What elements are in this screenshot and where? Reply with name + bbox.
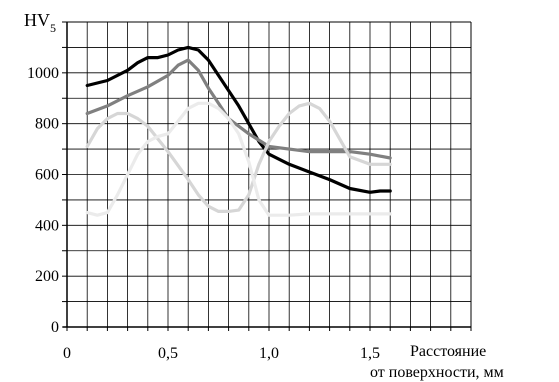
y-axis-label-subscript: 5 (50, 21, 56, 35)
x-tick-label: 1,5 (360, 345, 380, 362)
y-tick-label: 0 (51, 319, 59, 336)
x-tick-label: 0,5 (158, 345, 178, 362)
series-line-4 (85, 101, 392, 217)
y-tick-label: 600 (35, 167, 59, 184)
series-line-1 (85, 45, 392, 194)
y-tick-label: 200 (35, 268, 59, 285)
series-line-2 (85, 58, 392, 160)
x-tick-label: 0 (63, 345, 71, 362)
series-layer (85, 45, 392, 217)
y-axis-label: HV5 (24, 10, 56, 35)
series-line-3 (85, 101, 392, 213)
x-axis-label-line1: Расстояние (410, 343, 486, 360)
y-axis-label-main: HV (24, 10, 50, 30)
x-tick-label: 1,0 (259, 345, 279, 362)
y-tick-label: 1000 (27, 65, 59, 82)
grid (67, 21, 472, 327)
y-tick-label: 400 (35, 217, 59, 234)
tick-labels: 0 200 400 600 800 1000 0 0,5 1,0 1,5 (27, 65, 380, 362)
y-tick-label: 800 (35, 116, 59, 133)
x-axis-label-line2: от поверхности, мм (370, 364, 504, 381)
axes (62, 21, 472, 331)
